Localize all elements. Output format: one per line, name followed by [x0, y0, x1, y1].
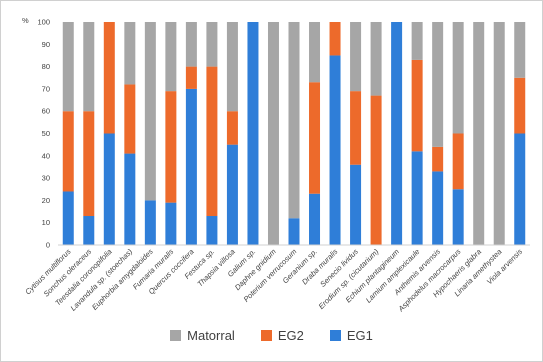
bar-segment-matorral [83, 22, 95, 112]
bar-segment-eg1 [247, 22, 259, 245]
bar-segment-matorral [185, 22, 197, 67]
bar-segment-eg2 [165, 91, 177, 203]
y-tick-label: 50 [42, 129, 50, 138]
bar-segment-matorral [309, 22, 321, 83]
y-tick-label: 80 [42, 62, 50, 71]
bar-segment-matorral [124, 22, 136, 85]
bar-segment-eg1 [226, 144, 238, 245]
bar-segment-eg1 [83, 216, 95, 245]
y-axis: 0 10 20 30 40 50 60 70 80 90 100 [37, 18, 50, 250]
legend-label: EG1 [346, 328, 373, 343]
bar-segment-eg1 [206, 216, 218, 245]
bar-segment-eg2 [103, 22, 115, 134]
bar-segment-eg2 [226, 111, 238, 145]
bar-segment-eg2 [350, 91, 362, 165]
bar-segment-matorral [514, 22, 526, 78]
legend-swatch [329, 330, 341, 341]
legend-label: Matorral [187, 328, 235, 343]
bar-segment-eg2 [432, 146, 444, 172]
bar-segment-eg2 [309, 82, 321, 194]
legend-item-eg1: EG1 [329, 328, 373, 343]
legend-swatch [260, 330, 272, 341]
bar-segment-eg1 [144, 200, 156, 245]
bar-segment-matorral [432, 22, 444, 147]
legend-label: EG2 [277, 328, 304, 343]
bar-segment-matorral [411, 22, 423, 60]
bar-segment-eg2 [206, 66, 218, 217]
bar-segment-eg2 [185, 66, 197, 89]
bar-segment-matorral [62, 22, 74, 112]
legend-item-matorral: Matorral [170, 328, 235, 343]
bar-segment-eg1 [309, 193, 321, 245]
bar-segment-eg2 [370, 95, 382, 245]
bar-segment-matorral [370, 22, 382, 96]
legend-item-eg2: EG2 [260, 328, 304, 343]
bar-segment-eg1 [165, 202, 177, 245]
bar-segment-eg1 [185, 88, 197, 246]
bar-segment-eg2 [452, 133, 464, 190]
bar-segment-eg1 [103, 133, 115, 245]
bar-segment-eg1 [432, 171, 444, 245]
bar-segment-eg1 [411, 151, 423, 245]
bar-segment-eg1 [124, 153, 136, 245]
y-tick-label: 10 [42, 218, 50, 227]
bar-segment-eg1 [288, 218, 300, 245]
bar-segment-matorral [267, 22, 279, 245]
y-tick-label: 30 [42, 174, 50, 183]
bar-segment-eg2 [411, 59, 423, 152]
y-tick-label: 100 [37, 18, 50, 27]
bar-segment-matorral [206, 22, 218, 67]
y-tick-label: 40 [42, 151, 50, 160]
bar-segment-matorral [226, 22, 238, 112]
bar-segment-matorral [493, 22, 505, 245]
bar-segment-eg2 [62, 111, 74, 192]
bar-segment-eg2 [329, 22, 341, 56]
bar-segment-eg1 [514, 133, 526, 245]
bar-segment-eg2 [124, 84, 136, 154]
bar-segment-eg1 [452, 189, 464, 245]
bar-segment-matorral [144, 22, 156, 201]
bar-segment-matorral [473, 22, 485, 245]
bar-segment-eg1 [391, 22, 403, 245]
bar-segment-matorral [288, 22, 300, 219]
y-tick-label: 20 [42, 196, 50, 205]
bar-segment-matorral [452, 22, 464, 134]
y-tick-label: 70 [42, 84, 50, 93]
y-tick-label: 60 [42, 107, 50, 116]
bars [62, 22, 526, 246]
bar-segment-eg1 [329, 55, 341, 246]
bar-segment-eg1 [350, 164, 362, 245]
y-tick-label: 90 [42, 40, 50, 49]
y-axis-unit-label: % [22, 16, 29, 25]
legend: Matorral EG2 EG1 [0, 328, 543, 343]
legend-swatch [170, 330, 182, 341]
bar-segment-eg2 [514, 77, 526, 134]
bar-segment-eg1 [62, 191, 74, 245]
y-tick-label: 0 [46, 241, 50, 250]
bar-segment-eg2 [83, 111, 95, 217]
bar-segment-matorral [165, 22, 177, 92]
bar-segment-matorral [350, 22, 362, 92]
